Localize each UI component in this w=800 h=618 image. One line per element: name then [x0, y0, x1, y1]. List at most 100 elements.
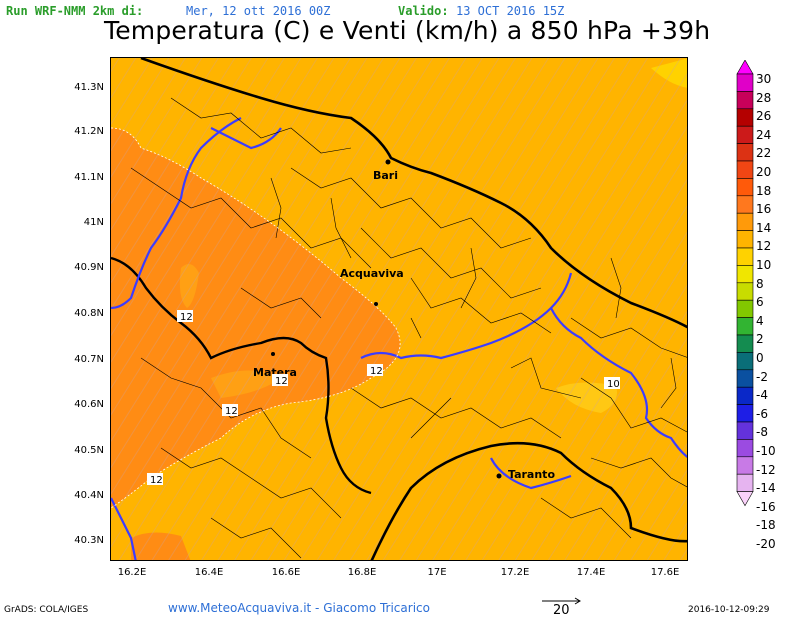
legend-value: -2	[756, 369, 768, 384]
x-tick-label: 17.4E	[576, 567, 606, 578]
svg-text:12: 12	[370, 366, 383, 377]
town-taranto: Taranto	[496, 468, 555, 481]
regional-border	[111, 256, 372, 495]
contour-label: 12	[272, 374, 288, 387]
footer-credit: www.MeteoAcquaviva.it - Giacomo Tricaric…	[168, 601, 430, 615]
svg-text:Taranto: Taranto	[508, 468, 555, 481]
legend-value: -4	[756, 388, 768, 403]
contour-label: 12	[147, 473, 163, 486]
legend-swatch	[736, 230, 754, 249]
provincial-border	[111, 497, 137, 560]
legend-swatch	[736, 352, 754, 371]
color-legend	[736, 60, 754, 507]
provincial-border	[210, 127, 282, 150]
y-tick-label: 41.3N	[74, 82, 104, 93]
legend-value: 6	[756, 295, 764, 310]
svg-text:12: 12	[150, 475, 163, 486]
legend-value: 8	[756, 276, 764, 291]
legend-value: -8	[756, 425, 768, 440]
legend-swatch	[736, 421, 754, 440]
legend-value: 26	[756, 109, 772, 124]
legend-swatch	[736, 439, 754, 458]
y-tick-label: 40.8N	[74, 308, 104, 319]
provincial-border	[111, 117, 242, 310]
valid-date: 13 OCT 2016 15Z	[456, 4, 565, 18]
legend-arrow-top	[736, 60, 754, 75]
svg-text:Bari: Bari	[373, 169, 398, 182]
run-label: Run WRF-NMM 2km di:	[6, 4, 144, 18]
legend-swatch	[736, 386, 754, 405]
map-panel: Bari Acquaviva Matera Taranto 12 12 12	[110, 57, 688, 561]
legend-value: -12	[756, 462, 776, 477]
legend-swatch	[736, 212, 754, 231]
wind-vectors	[111, 58, 687, 560]
legend-value: 14	[756, 220, 772, 235]
x-tick-label: 16.6E	[271, 567, 301, 578]
y-tick-label: 40.7N	[74, 354, 104, 365]
legend-value: 22	[756, 146, 772, 161]
legend-value: -10	[756, 444, 776, 458]
y-tick-label: 40.3N	[74, 535, 104, 546]
town-acquaviva: Acquaviva	[340, 267, 404, 306]
legend-swatch	[736, 91, 754, 110]
legend-value: -20	[756, 537, 776, 551]
legend-value: 10	[756, 258, 772, 272]
x-tick-label: 17.6E	[650, 567, 680, 578]
y-tick-label: 40.6N	[74, 399, 104, 410]
svg-text:Acquaviva: Acquaviva	[340, 267, 404, 280]
town-bari: Bari	[373, 159, 398, 182]
ionian-coastline	[370, 441, 687, 560]
y-tick-label: 40.4N	[74, 490, 104, 501]
run-date: Mer, 12 ott 2016 00Z	[186, 4, 331, 18]
legend-value: 30	[756, 72, 772, 86]
y-tick-label: 41N	[83, 217, 104, 228]
provincial-border	[550, 307, 687, 458]
legend-swatch	[736, 299, 754, 318]
svg-text:12: 12	[275, 376, 288, 387]
legend-swatch	[736, 160, 754, 179]
svg-text:12: 12	[180, 312, 193, 323]
legend-value: 28	[756, 90, 772, 105]
legend-swatch	[736, 143, 754, 162]
municipal-boundaries	[130, 97, 687, 559]
legend-swatch	[736, 369, 754, 388]
legend-value: 4	[756, 313, 764, 328]
legend-value: 12	[756, 239, 772, 254]
x-tick-label: 17E	[427, 567, 447, 578]
temperature-map: Bari Acquaviva Matera Taranto 12 12 12	[111, 58, 687, 560]
reference-vector-arrow	[542, 597, 581, 605]
legend-swatch	[736, 404, 754, 423]
legend-value: 0	[756, 351, 764, 365]
footer-timestamp: 2016-10-12-09:29	[688, 605, 770, 615]
legend-swatch	[736, 195, 754, 214]
legend-value: -18	[756, 518, 776, 533]
map-title: Temperatura (C) e Venti (km/h) a 850 hPa…	[104, 16, 711, 45]
legend-swatch	[736, 282, 754, 301]
reference-vector-label: 20	[553, 603, 570, 618]
x-tick-label: 16.2E	[117, 567, 147, 578]
y-tick-label: 41.2N	[74, 126, 104, 137]
provincial-border	[360, 272, 573, 360]
svg-text:10: 10	[607, 379, 620, 390]
provincial-border	[490, 457, 572, 490]
legend-swatch	[736, 473, 754, 492]
footer-software: GrADS: COLA/IGES	[4, 605, 89, 615]
legend-value: -16	[756, 499, 776, 514]
y-tick-label: 40.9N	[74, 262, 104, 273]
legend-swatch	[736, 334, 754, 353]
legend-value: 20	[756, 165, 772, 179]
legend-value: 18	[756, 183, 772, 198]
legend-value: -6	[756, 406, 768, 421]
legend-swatch	[736, 317, 754, 336]
y-tick-label: 41.1N	[74, 172, 104, 183]
legend-swatch	[736, 456, 754, 475]
valid-label: Valido:	[398, 4, 449, 18]
adriatic-coastline	[140, 58, 687, 329]
contour-label: 12	[222, 404, 238, 417]
legend-swatch	[736, 265, 754, 284]
contour-label: 12	[177, 310, 193, 323]
y-tick-label: 40.5N	[74, 445, 104, 456]
legend-swatch	[736, 247, 754, 266]
legend-value: 2	[756, 332, 764, 347]
legend-swatch	[736, 108, 754, 127]
